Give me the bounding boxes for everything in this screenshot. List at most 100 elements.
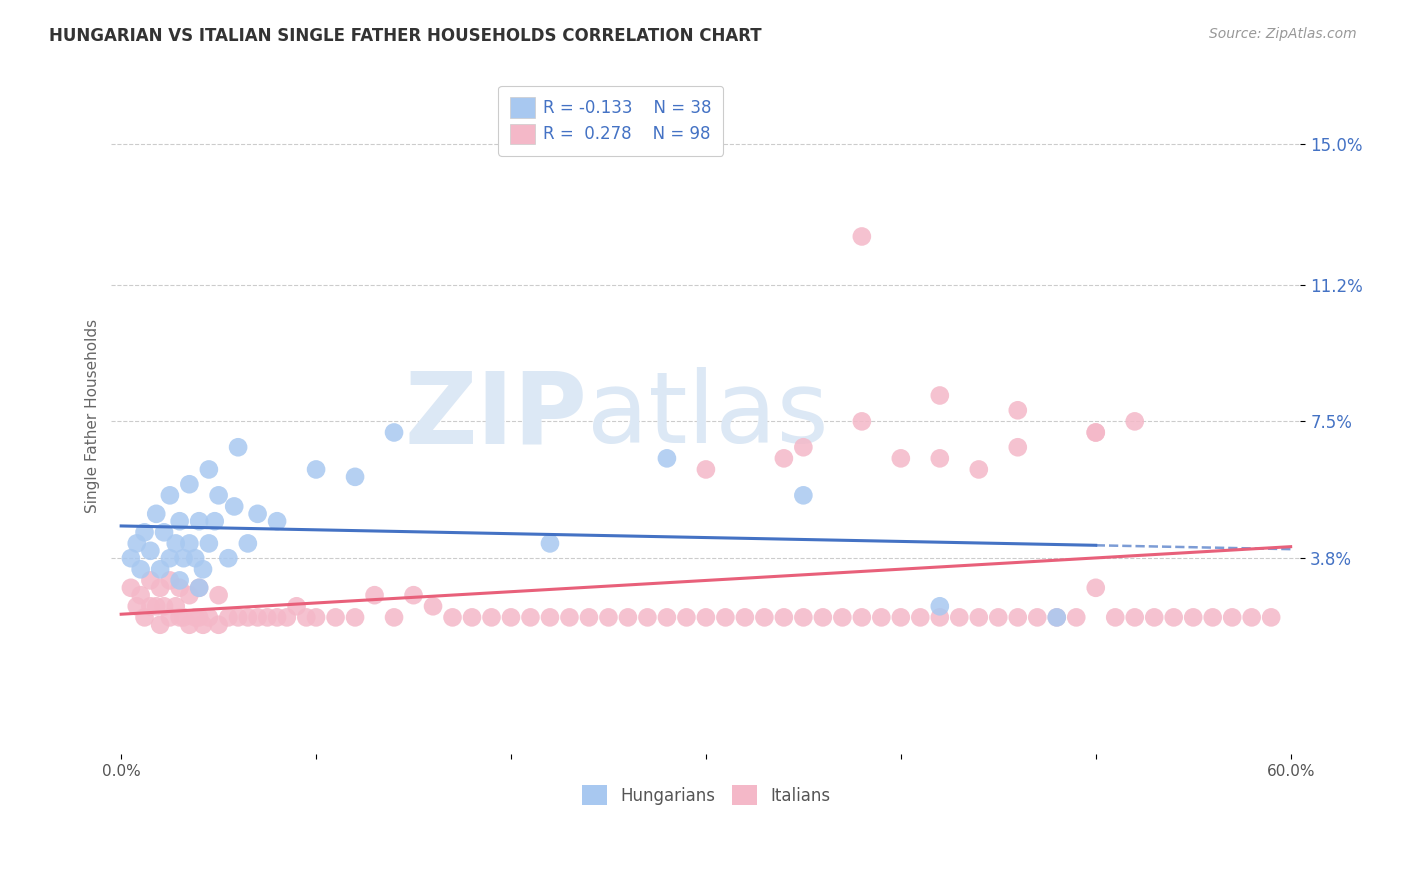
Point: [1202, 610, 1225, 624]
Point: [363, 588, 385, 602]
Point: [246, 507, 269, 521]
Point: [188, 581, 211, 595]
Point: [276, 610, 298, 624]
Point: [159, 488, 181, 502]
Point: [188, 514, 211, 528]
Point: [145, 507, 167, 521]
Point: [1123, 414, 1146, 428]
Point: [159, 551, 181, 566]
Point: [139, 574, 162, 588]
Point: [890, 451, 912, 466]
Point: [120, 581, 142, 595]
Point: [1143, 610, 1166, 624]
Point: [169, 581, 191, 595]
Point: [773, 451, 796, 466]
Point: [1084, 581, 1107, 595]
Point: [191, 617, 214, 632]
Point: [538, 610, 561, 624]
Point: [617, 610, 640, 624]
Point: [1240, 610, 1263, 624]
Point: [125, 599, 148, 614]
Point: [578, 610, 600, 624]
Point: [792, 440, 814, 454]
Point: [714, 610, 737, 624]
Point: [870, 610, 893, 624]
Y-axis label: Single Father Households: Single Father Households: [86, 318, 100, 513]
Point: [256, 610, 278, 624]
Text: atlas: atlas: [588, 368, 828, 465]
Point: [246, 610, 269, 624]
Point: [325, 610, 347, 624]
Point: [695, 462, 717, 476]
Point: [851, 610, 873, 624]
Point: [422, 599, 444, 614]
Point: [295, 610, 318, 624]
Point: [890, 610, 912, 624]
Point: [1046, 610, 1069, 624]
Point: [675, 610, 697, 624]
Point: [134, 610, 156, 624]
Point: [538, 536, 561, 550]
Point: [754, 610, 776, 624]
Point: [792, 488, 814, 502]
Point: [910, 610, 932, 624]
Point: [305, 610, 328, 624]
Point: [165, 599, 187, 614]
Point: [153, 599, 176, 614]
Point: [145, 599, 167, 614]
Point: [382, 425, 405, 440]
Point: [481, 610, 503, 624]
Point: [987, 610, 1010, 624]
Point: [558, 610, 581, 624]
Point: [1046, 610, 1069, 624]
Point: [1007, 610, 1029, 624]
Point: [224, 500, 246, 514]
Point: [928, 610, 950, 624]
Point: [236, 536, 259, 550]
Point: [198, 462, 221, 476]
Text: Source: ZipAtlas.com: Source: ZipAtlas.com: [1209, 27, 1357, 41]
Point: [655, 451, 678, 466]
Point: [1026, 610, 1049, 624]
Point: [499, 610, 522, 624]
Point: [1123, 610, 1146, 624]
Point: [165, 536, 187, 550]
Point: [207, 488, 229, 502]
Point: [382, 610, 405, 624]
Point: [1007, 403, 1029, 417]
Point: [159, 610, 181, 624]
Point: [207, 617, 229, 632]
Point: [1260, 610, 1282, 624]
Point: [285, 599, 308, 614]
Point: [139, 543, 162, 558]
Text: ZIP: ZIP: [404, 368, 588, 465]
Point: [773, 610, 796, 624]
Point: [928, 599, 950, 614]
Point: [179, 536, 201, 550]
Point: [519, 610, 541, 624]
Point: [226, 610, 249, 624]
Point: [217, 610, 239, 624]
Point: [1064, 610, 1087, 624]
Point: [792, 610, 814, 624]
Point: [461, 610, 484, 624]
Point: [1084, 425, 1107, 440]
Point: [125, 536, 148, 550]
Legend: Hungarians, Italians: Hungarians, Italians: [574, 777, 838, 814]
Point: [179, 588, 201, 602]
Point: [188, 581, 211, 595]
Point: [179, 477, 201, 491]
Point: [184, 551, 207, 566]
Point: [928, 451, 950, 466]
Point: [120, 551, 142, 566]
Point: [305, 462, 328, 476]
Point: [1104, 610, 1126, 624]
Point: [217, 551, 239, 566]
Point: [198, 610, 221, 624]
Point: [948, 610, 970, 624]
Point: [1220, 610, 1243, 624]
Point: [734, 610, 756, 624]
Point: [695, 610, 717, 624]
Point: [851, 229, 873, 244]
Point: [928, 388, 950, 402]
